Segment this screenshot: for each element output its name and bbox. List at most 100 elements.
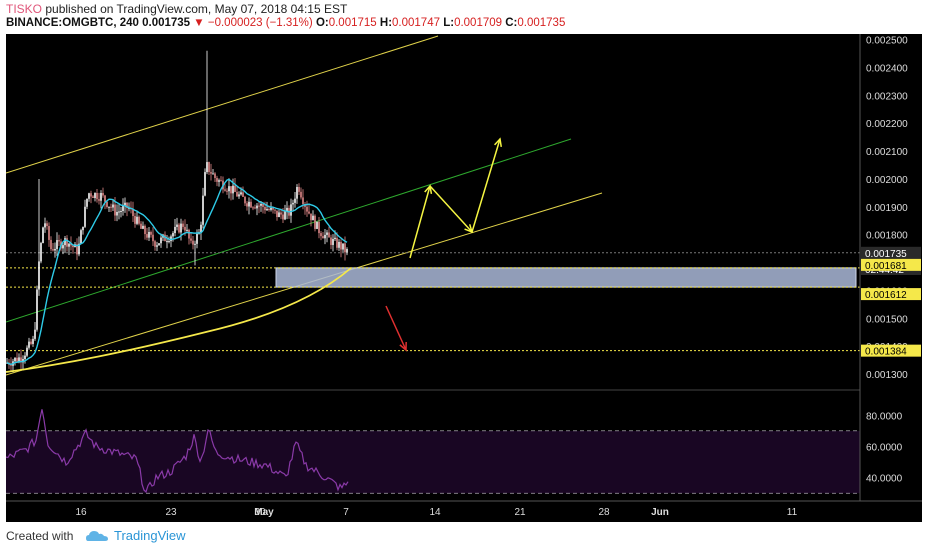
time-tick-label: 21: [514, 507, 526, 518]
candle-body: [168, 241, 170, 243]
rsi-tick-label: 40.0000: [866, 474, 903, 485]
rsi-tick-label: 60.0000: [866, 443, 903, 454]
open-value: 0.001715: [328, 17, 377, 29]
time-tick-label: 30: [254, 507, 266, 518]
support-curve: [6, 267, 352, 373]
candle-body: [260, 203, 262, 206]
candle-body: [156, 245, 158, 247]
candle-body: [32, 338, 34, 344]
up-arrow-1: [409, 185, 431, 259]
candle-body: [34, 329, 36, 339]
candle-body: [166, 241, 168, 243]
candle-body: [234, 185, 236, 192]
price-tick-label: 0.002000: [866, 175, 908, 186]
price-chart[interactable]: 0.002500 0.002400 0.002300 0.002200 0.002100…: [6, 34, 922, 522]
candle-body: [206, 162, 208, 173]
down-arrow-head: [399, 341, 407, 352]
candle-body: [290, 204, 292, 216]
candle-body: [138, 216, 140, 224]
price-label-box: [861, 288, 921, 301]
candle-body: [18, 357, 20, 362]
candle-body: [24, 355, 26, 359]
candle-body: [336, 237, 338, 248]
triangle-down-icon: ▼: [193, 17, 205, 29]
candle-body: [148, 232, 150, 238]
candle-body: [124, 202, 126, 206]
candle-body: [266, 209, 268, 211]
upper-channel-line: [6, 35, 439, 174]
candle-body: [188, 229, 190, 239]
candle-body: [82, 226, 84, 231]
candle-body: [44, 223, 46, 228]
moving-average-line: [6, 178, 348, 366]
candle-body: [226, 190, 228, 192]
published-text: published on TradingView.com, May 07, 20…: [45, 2, 348, 16]
candle-body: [68, 243, 70, 247]
candle-body: [158, 243, 160, 246]
main-pane: [6, 35, 860, 391]
candle-body: [78, 243, 80, 255]
candle-body: [292, 202, 294, 205]
up-arrow-2: [429, 185, 473, 233]
time-tick-label: Jun: [651, 507, 669, 518]
price-tick-label: 0.001800: [866, 231, 908, 242]
candle-body: [192, 240, 194, 245]
candle-body: [254, 207, 256, 209]
candle-body: [30, 341, 32, 344]
candle-body: [114, 204, 116, 216]
candle-body: [142, 225, 144, 229]
candle-body: [144, 225, 146, 235]
publish-line: TISKO published on TradingView.com, May …: [6, 2, 347, 16]
candle-body: [72, 245, 74, 248]
candle-body: [58, 240, 60, 242]
candle-body: [296, 186, 298, 199]
rsi-pane: [6, 409, 860, 494]
candle-body: [80, 230, 82, 244]
candle-body: [178, 224, 180, 233]
time-tick-label: 16: [75, 507, 87, 518]
footer: Created with TradingView: [0, 522, 932, 550]
candle-body: [312, 215, 314, 221]
candle-body: [52, 249, 54, 251]
candle-body: [92, 196, 94, 199]
candle-body: [214, 173, 216, 178]
candle-body: [96, 193, 98, 200]
candle-body: [118, 211, 120, 213]
candle-body: [176, 224, 178, 227]
candle-body: [102, 193, 104, 196]
price-tick-label: 0.002400: [866, 63, 908, 74]
candle-body: [318, 221, 320, 234]
up-arrow-3-head: [494, 137, 502, 148]
price-label-text: 0.001681: [865, 261, 907, 272]
time-tick-label: 7: [343, 507, 349, 518]
price-tick-label: 0.002500: [866, 36, 908, 47]
candle-body: [88, 193, 90, 199]
candle-body: [220, 180, 222, 182]
candle-body: [286, 207, 288, 212]
price-tick-label: 0.001300: [866, 370, 908, 381]
candle-body: [322, 236, 324, 239]
candle-body: [332, 239, 334, 245]
candle-body: [338, 241, 340, 248]
low-label: L:: [443, 17, 455, 29]
candle-body: [66, 238, 68, 247]
candle-body: [180, 223, 182, 233]
tradingview-logo-icon[interactable]: [84, 528, 110, 544]
author-name[interactable]: TISKO: [6, 2, 43, 16]
candle-body: [230, 186, 232, 194]
candle-body: [208, 162, 210, 173]
candle-body: [126, 202, 128, 208]
candle-body: [334, 237, 336, 240]
open-label: O:: [315, 17, 329, 29]
candle-body: [26, 347, 28, 356]
candle-body: [132, 209, 134, 217]
candle-body: [224, 189, 226, 191]
candle-body: [218, 180, 220, 182]
candle-body: [140, 223, 142, 229]
candle-body: [202, 195, 204, 225]
candle-body: [282, 214, 284, 220]
price-axis-background: [860, 34, 922, 522]
axes: 0.002500 0.002400 0.002300 0.002200 0.002100…: [6, 34, 922, 522]
tradingview-brand[interactable]: TradingView: [114, 528, 186, 543]
candle-body: [340, 241, 342, 250]
